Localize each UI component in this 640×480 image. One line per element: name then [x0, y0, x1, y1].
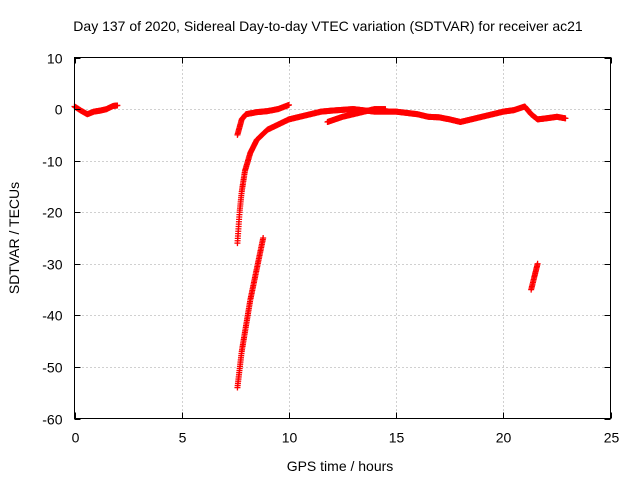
data-point [114, 102, 121, 109]
x-axis-title: GPS time / hours [287, 458, 394, 474]
plot-frame [74, 57, 611, 419]
y-tick-labels: 10 0 -10 -20 -30 -40 -50 -60 [42, 51, 62, 428]
x-tick-label: 10 [282, 430, 298, 446]
data-point [260, 235, 267, 241]
series-arc-4 [324, 106, 389, 125]
data-points [71, 101, 569, 391]
x-tick-labels: 0 5 10 15 20 25 [72, 430, 620, 446]
axis-ticks [74, 57, 612, 420]
series-arc-3 [234, 103, 569, 247]
chart-title: Day 137 of 2020, Sidereal Day-to-day VTE… [73, 18, 583, 34]
y-tick-label: -50 [42, 360, 62, 376]
x-tick-label: 0 [72, 430, 80, 446]
x-tick-label: 20 [496, 430, 512, 446]
y-axis-title: SDTVAR / TECUs [6, 182, 22, 294]
data-point [382, 106, 389, 113]
x-tick-label: 5 [179, 430, 187, 446]
y-tick-label: -10 [42, 154, 62, 170]
y-tick-label: -20 [42, 205, 62, 221]
x-tick-label: 25 [604, 430, 620, 446]
series-arc-2 [234, 101, 292, 138]
series-arc-5 [234, 235, 267, 391]
data-point [562, 115, 569, 122]
series-arc-1 [71, 102, 121, 118]
x-tick-label: 15 [389, 430, 405, 446]
series-arc-6 [528, 260, 541, 293]
y-tick-label: -40 [42, 308, 62, 324]
data-point [285, 101, 292, 108]
y-tick-label: -60 [42, 412, 62, 428]
y-tick-label: 10 [47, 51, 63, 67]
data-point [534, 260, 541, 267]
y-tick-label: -30 [42, 257, 62, 273]
y-tick-label: 0 [55, 102, 63, 118]
